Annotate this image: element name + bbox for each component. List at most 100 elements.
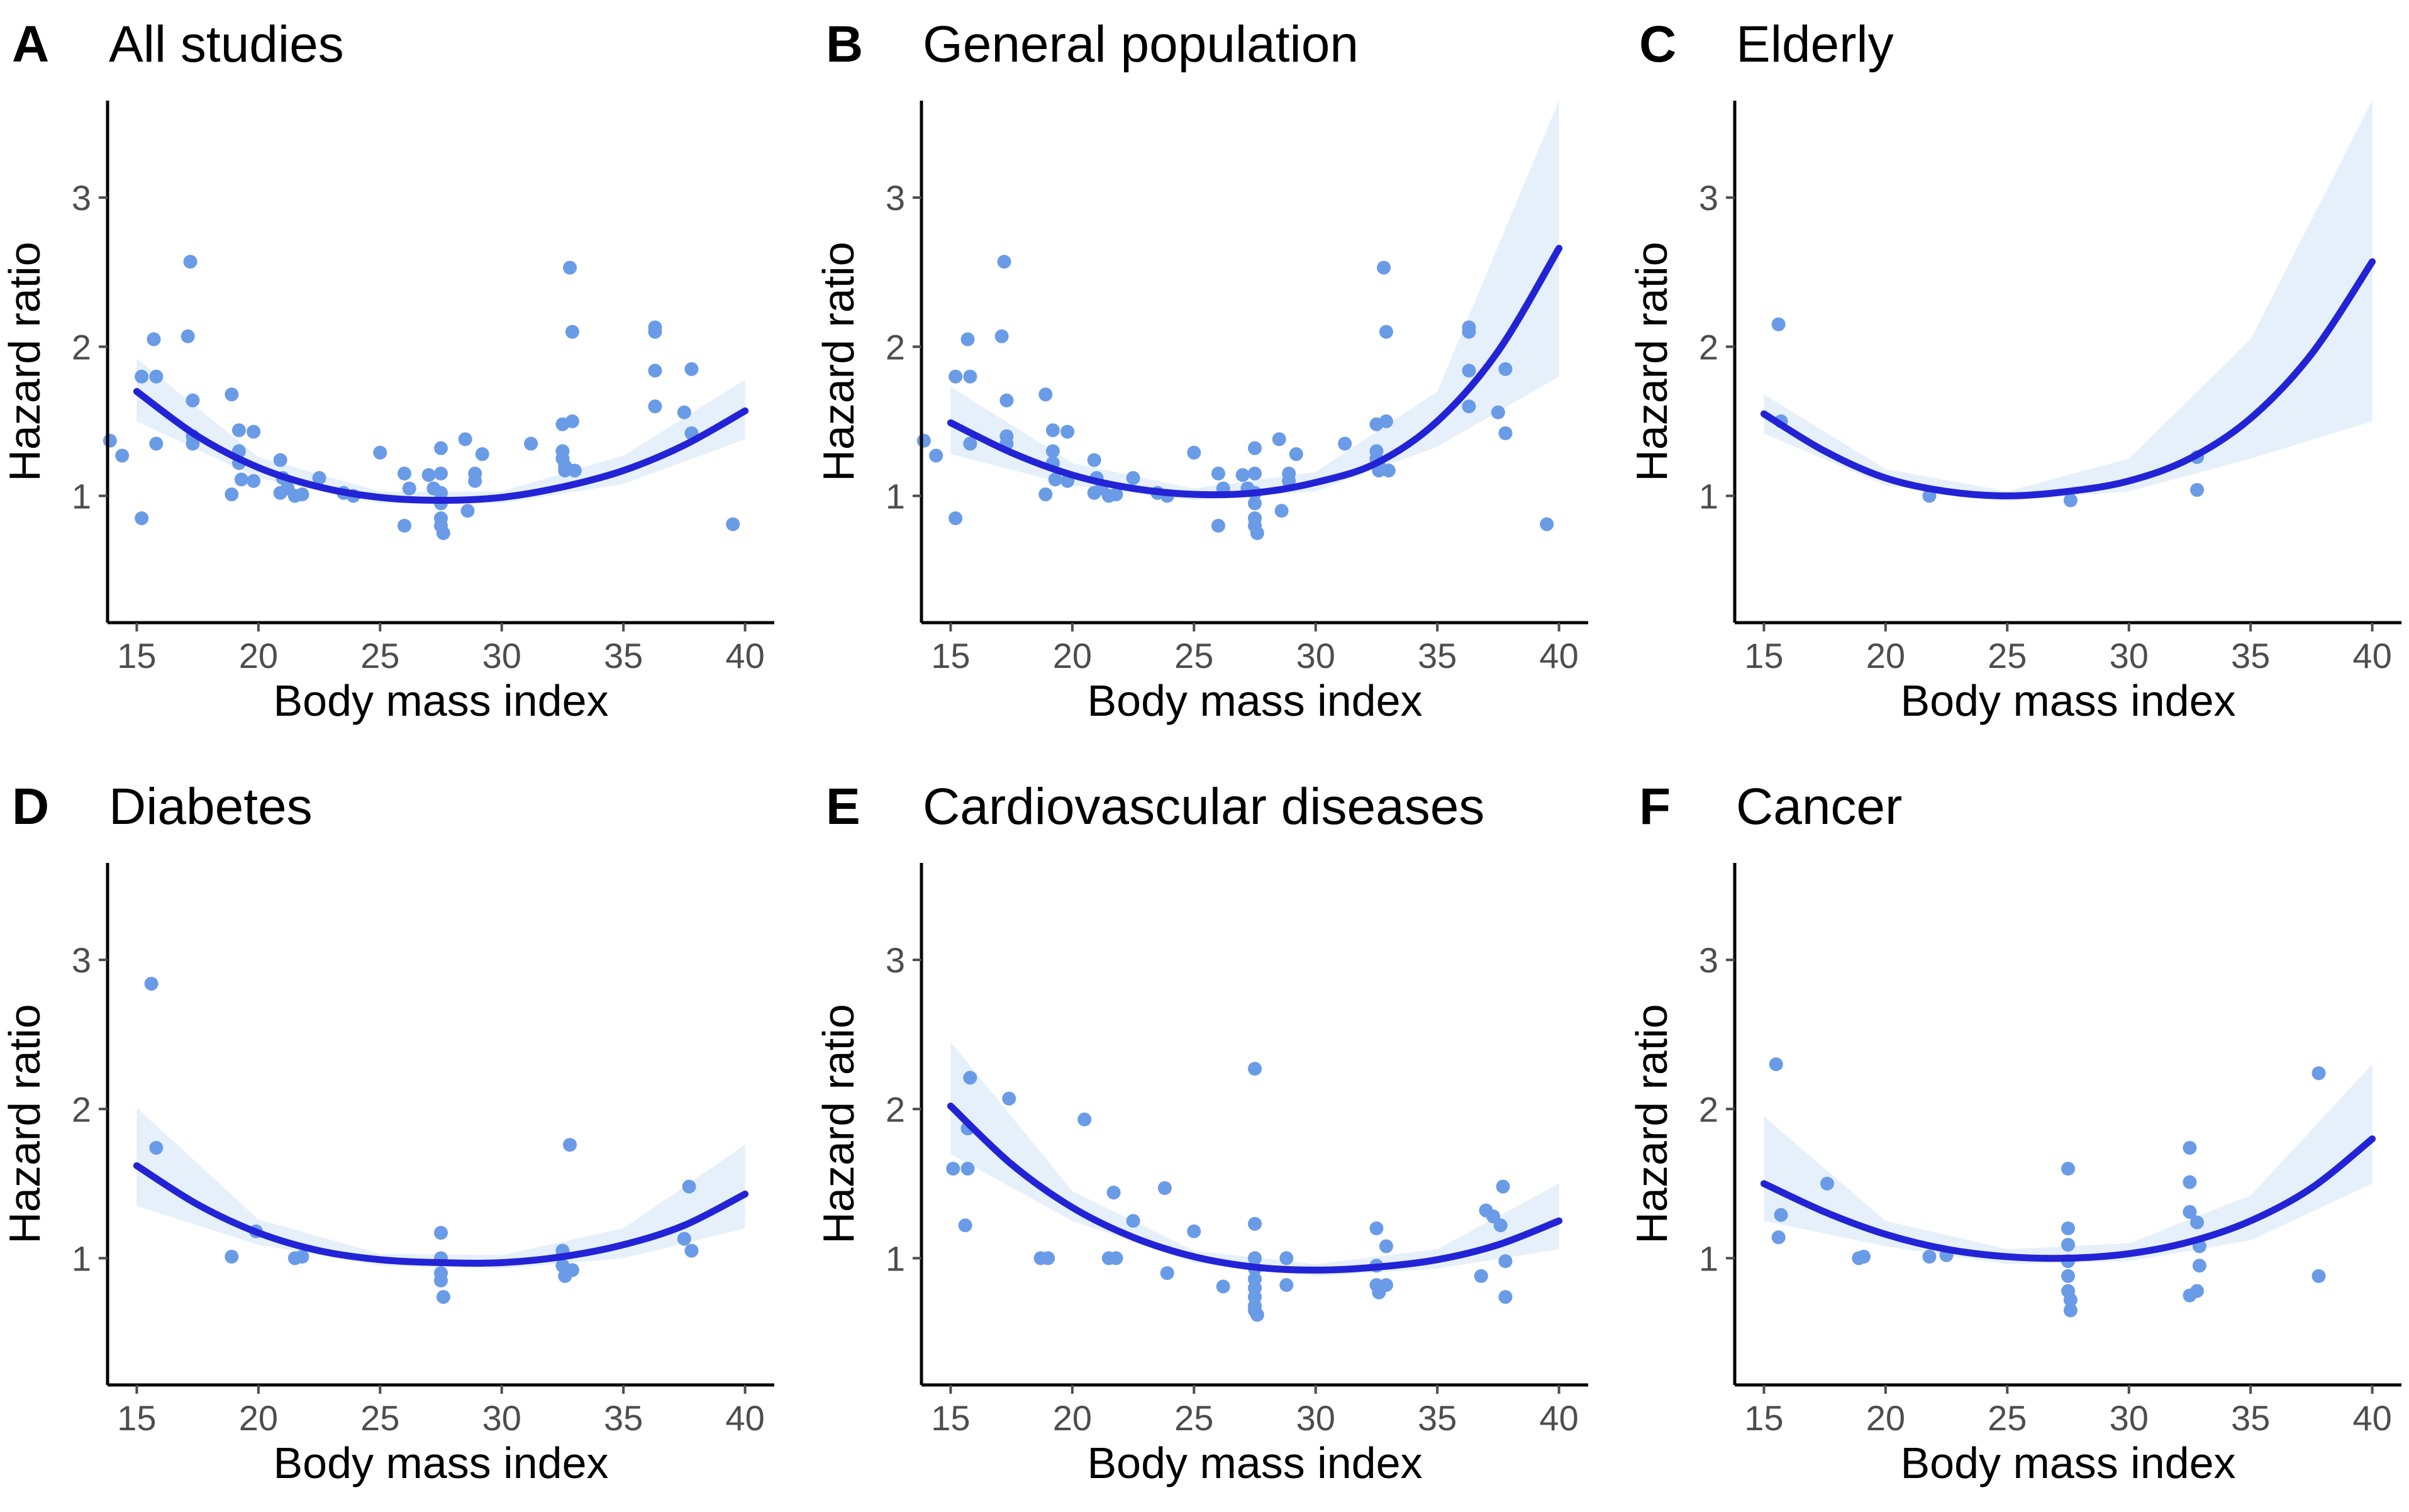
data-point <box>186 436 200 451</box>
data-point <box>1820 1176 1835 1191</box>
y-tick-label: 3 <box>72 178 91 218</box>
y-axis-label: Hazard ratio <box>1627 1004 1676 1243</box>
x-tick-label: 25 <box>1174 636 1213 675</box>
data-point <box>1248 1251 1262 1265</box>
data-point <box>1279 1251 1294 1265</box>
data-point <box>397 466 411 481</box>
panel-title: Cardiovascular diseases <box>923 778 1484 835</box>
data-point <box>1235 468 1250 482</box>
y-tick-label: 3 <box>886 178 905 218</box>
y-tick-label: 2 <box>886 1089 905 1129</box>
data-point <box>648 325 662 339</box>
data-point <box>402 481 416 496</box>
x-tick-label: 40 <box>2352 636 2391 675</box>
data-point <box>2190 482 2205 497</box>
panel-b: B General population 1 2 3 15 20 25 30 35 40 Body m… <box>814 16 1588 725</box>
data-point <box>1922 1250 1937 1264</box>
data-point <box>436 526 450 540</box>
data-point <box>2061 1238 2075 1252</box>
data-point <box>563 1138 577 1152</box>
x-tick-label: 20 <box>1053 636 1092 675</box>
y-axis-label: Hazard ratio <box>1627 242 1676 481</box>
y-axis-label: Hazard ratio <box>814 242 863 481</box>
data-point <box>1496 1179 1510 1194</box>
y-tick-label: 2 <box>1699 1089 1718 1129</box>
data-point <box>1857 1250 1871 1264</box>
data-point <box>2183 1175 2197 1189</box>
data-point <box>434 1274 448 1287</box>
data-point <box>373 445 387 460</box>
data-point <box>295 487 309 502</box>
data-point <box>1771 317 1786 331</box>
panel-title: Elderly <box>1736 16 1894 73</box>
data-point <box>273 453 287 467</box>
x-axis-label: Body mass index <box>1900 1438 2235 1487</box>
data-point <box>963 436 977 451</box>
data-point <box>144 977 159 991</box>
data-point <box>2192 1259 2206 1273</box>
data-point <box>436 1290 450 1304</box>
y-tick-label: 1 <box>72 476 91 516</box>
data-point <box>1157 1181 1172 1195</box>
y-tick-label: 1 <box>1699 1238 1718 1278</box>
data-point <box>1279 1278 1294 1292</box>
data-point <box>1126 1214 1140 1228</box>
x-axis-label: Body mass index <box>1087 1438 1422 1487</box>
data-point <box>1248 466 1262 481</box>
data-point <box>677 1231 691 1246</box>
x-tick-label: 40 <box>2352 1398 2391 1438</box>
y-tick-label: 3 <box>1699 940 1718 980</box>
data-point <box>2061 1221 2075 1235</box>
x-tick-label: 35 <box>604 636 643 675</box>
x-tick-label: 35 <box>2231 1398 2270 1438</box>
panel-e: E Cardiovascular diseases 1 2 3 15 20 25 30 35 40 B… <box>814 778 1588 1487</box>
data-point <box>1045 444 1060 459</box>
confidence-band <box>1764 1064 2373 1264</box>
y-tick-label: 1 <box>886 1238 905 1278</box>
data-point <box>2063 1303 2078 1318</box>
x-tick-label: 20 <box>239 636 278 675</box>
data-point <box>1109 1251 1123 1265</box>
data-point <box>1248 441 1262 455</box>
data-point <box>1126 470 1140 485</box>
data-point <box>234 472 248 487</box>
x-tick-label: 25 <box>360 636 399 675</box>
data-point <box>567 464 582 478</box>
x-tick-label: 40 <box>725 1398 764 1438</box>
y-tick-label: 2 <box>72 1089 91 1129</box>
y-tick-label: 2 <box>1699 327 1718 367</box>
panel-label: C <box>1639 16 1676 73</box>
x-axis-label: Body mass index <box>273 676 608 725</box>
fit-curve <box>133 387 749 504</box>
data-point <box>1038 387 1053 402</box>
fit-curve <box>133 1162 749 1267</box>
data-point <box>1211 466 1225 481</box>
x-tick-label: 15 <box>1744 1398 1783 1438</box>
data-point <box>1462 325 1476 339</box>
data-point <box>565 1263 579 1277</box>
data-point <box>1379 325 1393 339</box>
data-point <box>565 414 579 428</box>
confidence-band <box>136 359 745 504</box>
data-point <box>135 511 149 525</box>
x-tick-label: 20 <box>239 1398 278 1438</box>
x-tick-label: 15 <box>117 1398 156 1438</box>
y-axis-label: Hazard ratio <box>814 1004 863 1243</box>
data-point <box>181 329 195 343</box>
data-point <box>458 432 472 447</box>
data-point <box>2061 1162 2075 1176</box>
data-point <box>1289 447 1303 462</box>
data-point <box>231 423 246 438</box>
data-point <box>434 441 448 455</box>
data-point <box>1498 1290 1513 1304</box>
data-point <box>149 436 164 451</box>
data-point <box>1377 260 1391 275</box>
data-point <box>460 504 475 518</box>
data-point <box>1491 405 1505 420</box>
y-tick-label: 1 <box>1699 476 1718 516</box>
y-tick-label: 3 <box>886 940 905 980</box>
data-point <box>1248 1216 1262 1231</box>
data-point <box>1045 423 1060 438</box>
data-point <box>1769 1057 1783 1072</box>
x-axis-label: Body mass index <box>1087 676 1422 725</box>
